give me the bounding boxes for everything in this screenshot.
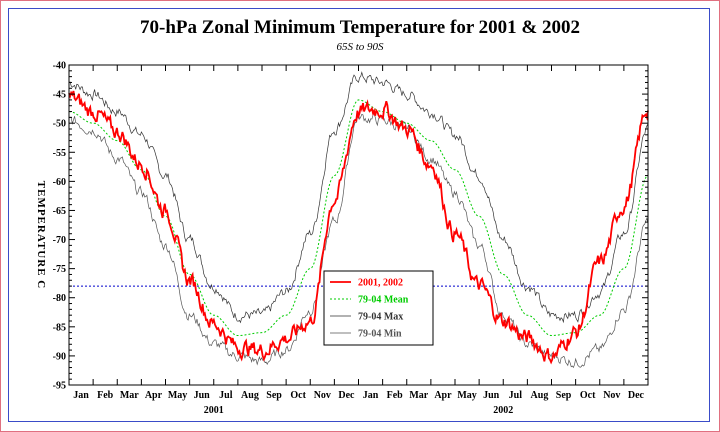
series-line (68, 71, 649, 324)
x-tick-label: Apr (145, 390, 163, 401)
legend-label: 79-04 Min (358, 329, 402, 340)
x-tick-label: Oct (290, 390, 306, 401)
y-tick-label: -50 (53, 119, 66, 130)
year-label: 2001 (204, 405, 224, 416)
chart-title: 70-hPa Zonal Minimum Temperature for 200… (140, 17, 580, 38)
x-tick-label: Aug (531, 390, 549, 401)
y-tick-label: -70 (53, 235, 66, 246)
legend-label: 2001, 2002 (358, 278, 403, 289)
x-tick-label: Aug (241, 390, 259, 401)
x-tick-label: Dec (338, 390, 355, 401)
y-tick-label: -80 (53, 293, 66, 304)
series-line (68, 90, 649, 365)
x-tick-label: Jan (363, 390, 379, 401)
x-tick-label: Nov (603, 390, 620, 401)
chart-subtitle: 65S to 90S (336, 41, 384, 53)
x-tick-label: Apr (434, 390, 452, 401)
legend-label: 79-04 Max (358, 312, 403, 323)
y-axis-label: TEMPERATURE C (35, 181, 47, 289)
x-tick-label: May (168, 390, 187, 401)
x-tick-label: Jul (509, 390, 523, 401)
legend-label: 79-04 Mean (358, 295, 409, 306)
x-tick-label: May (457, 390, 476, 401)
x-tick-label: Oct (580, 390, 596, 401)
x-tick-label: Feb (387, 390, 404, 401)
x-tick-label: Dec (628, 390, 645, 401)
y-tick-label: -55 (53, 148, 66, 159)
y-tick-label: -45 (53, 90, 66, 101)
y-tick-label: -75 (53, 264, 66, 275)
y-tick-label: -85 (53, 322, 66, 333)
x-tick-label: Jan (73, 390, 89, 401)
x-tick-label: Feb (97, 390, 114, 401)
x-tick-label: Jun (194, 390, 211, 401)
x-tick-label: Sep (556, 390, 572, 401)
x-tick-label: Mar (409, 390, 428, 401)
y-tick-label: -65 (53, 206, 66, 217)
x-tick-label: Sep (266, 390, 282, 401)
x-tick-label: Nov (314, 390, 331, 401)
axes: -40 -45 -50 -55 -60 -65 -70 -75 -80 -85 -90 -95 Jan F… (53, 61, 649, 416)
year-label: 2002 (493, 405, 513, 416)
inner-frame (8, 8, 710, 422)
y-tick-label: -40 (53, 61, 66, 72)
x-tick-label: Jun (483, 390, 500, 401)
x-tick-label: Mar (120, 390, 139, 401)
series-line (68, 99, 649, 336)
y-tick-label: -95 (53, 381, 66, 392)
legend: 2001, 2002 79-04 Mean 79-04 Max 79-04 Min (323, 270, 434, 346)
x-tick-label: Jul (219, 390, 233, 401)
y-tick-label: -60 (53, 177, 66, 188)
y-tick-label: -90 (53, 351, 66, 362)
